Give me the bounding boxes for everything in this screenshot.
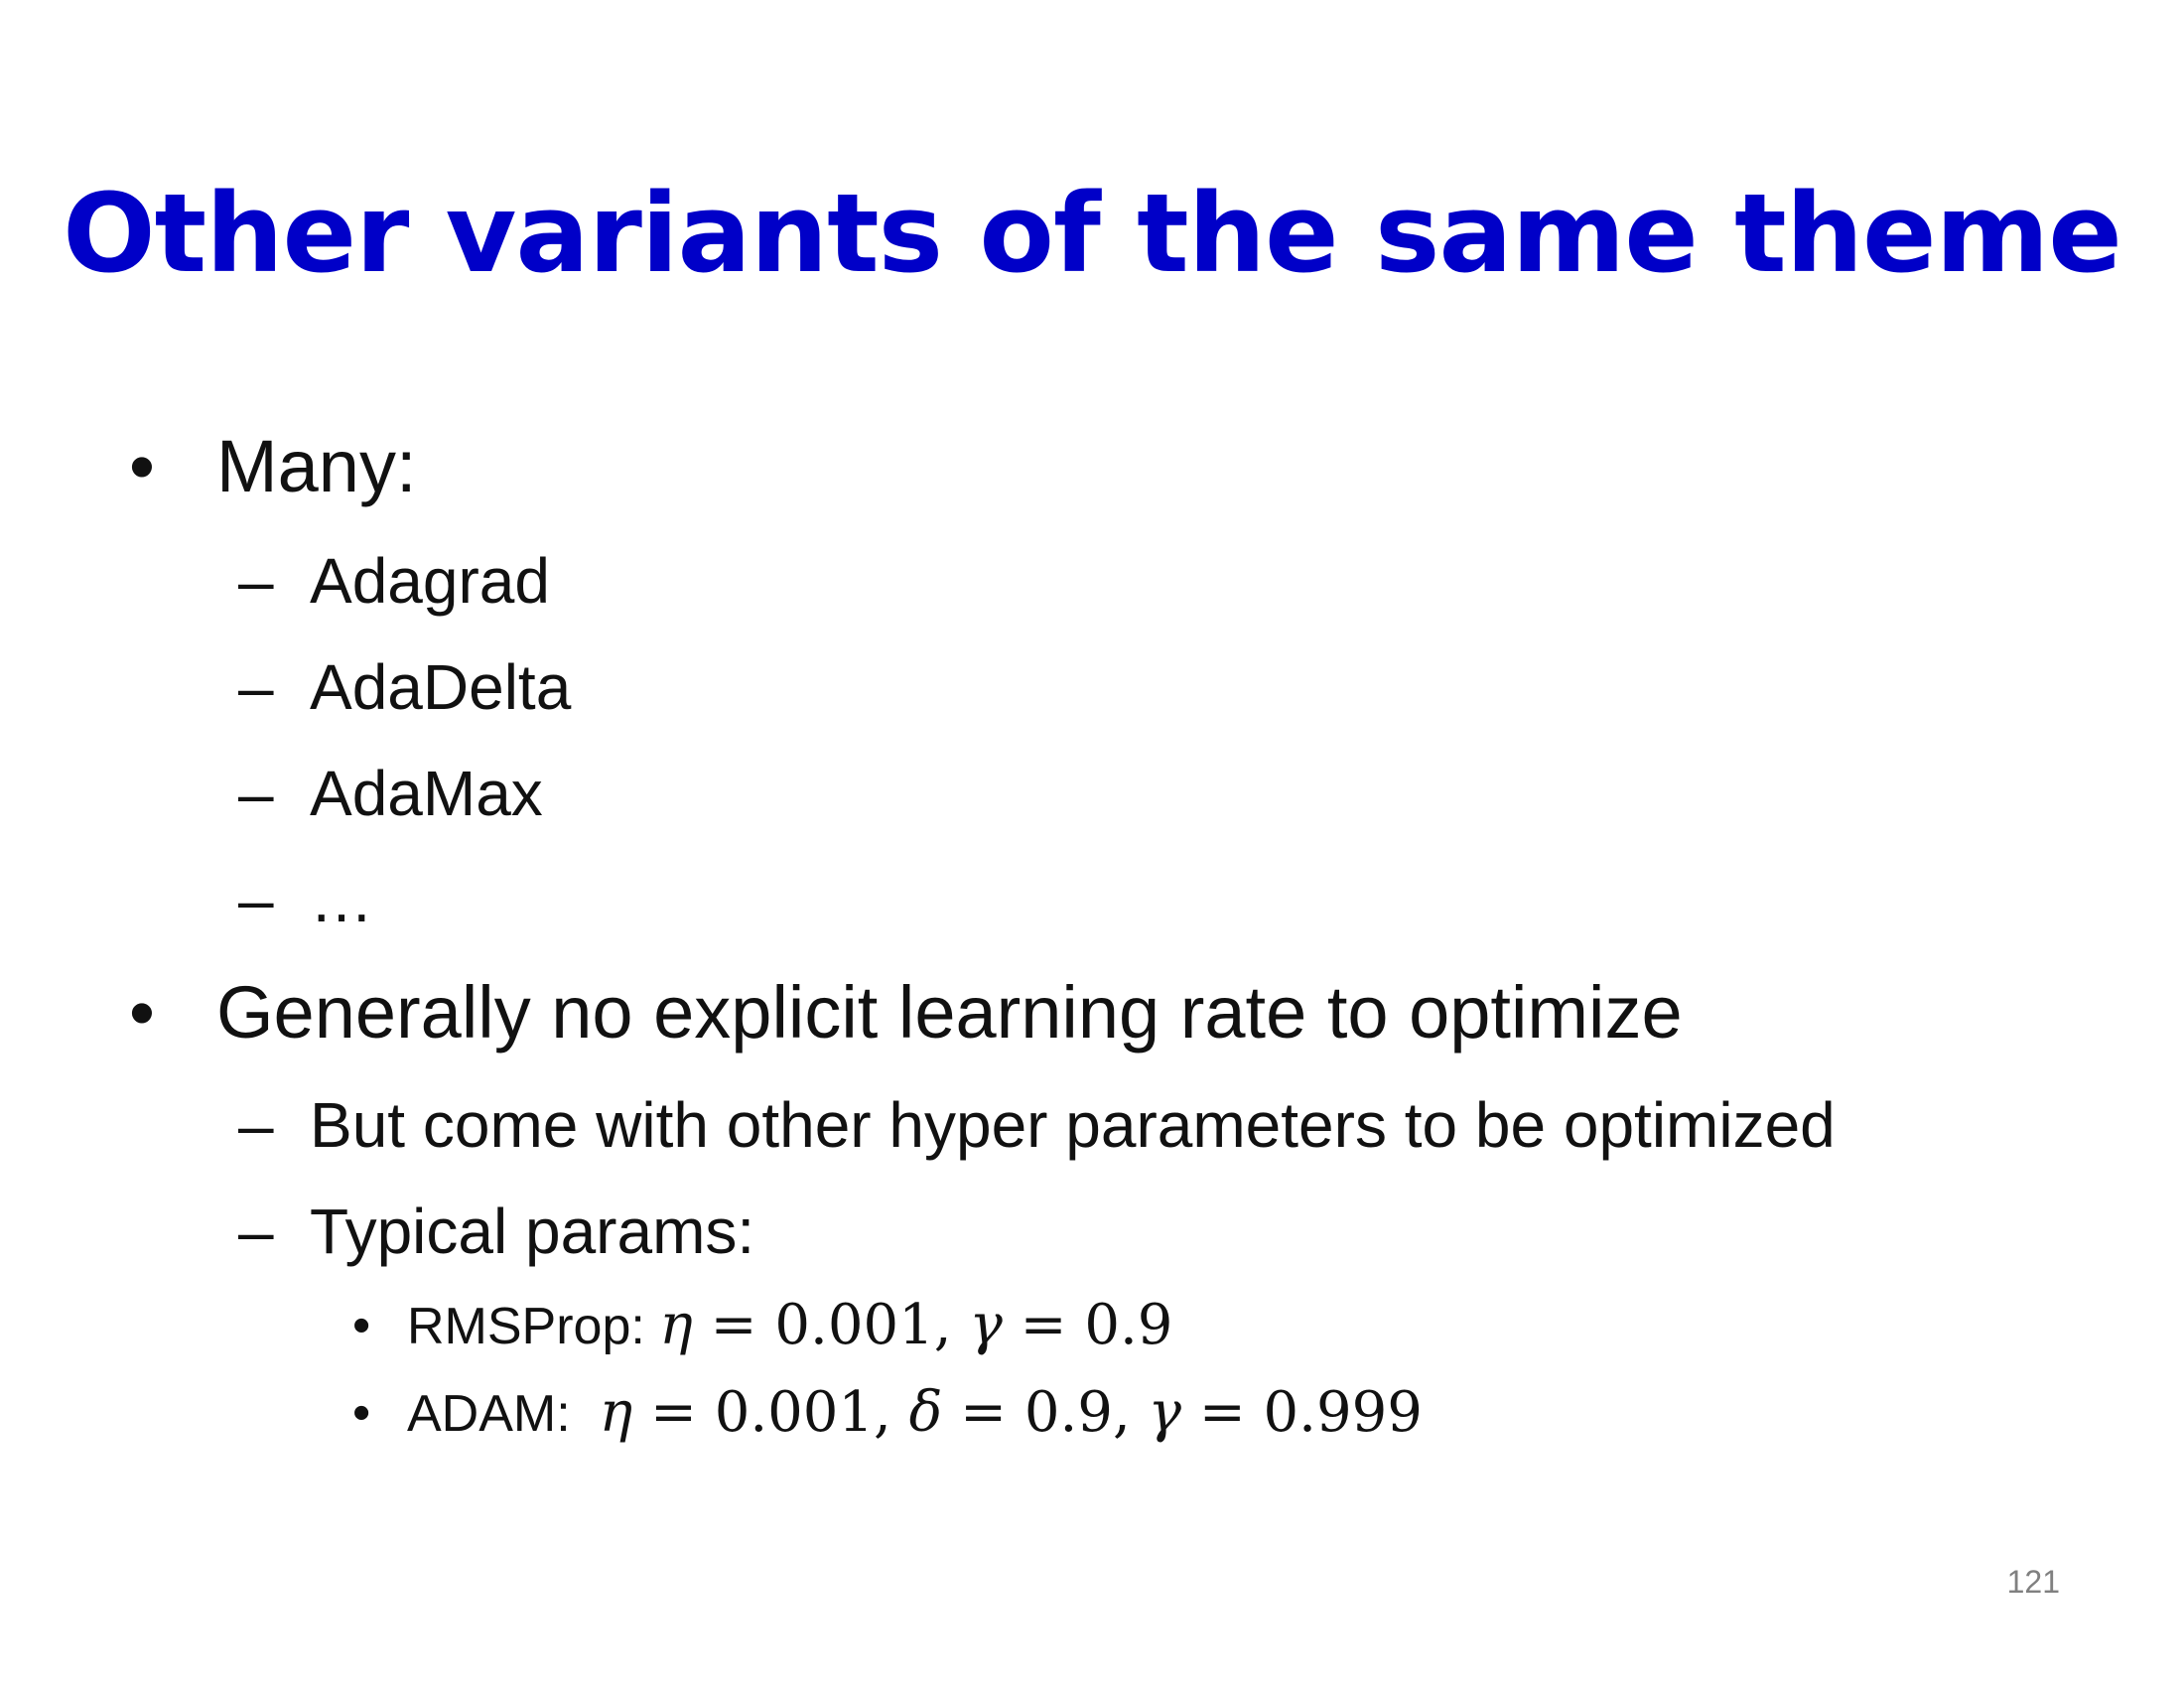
- sub-item-text: But come with other hyper parameters to …: [310, 1089, 1836, 1161]
- bullet-text: Many:: [216, 425, 417, 507]
- dash-marker: –: [238, 545, 274, 617]
- dash-marker: –: [238, 864, 274, 935]
- param-label: RMSProp:: [407, 1298, 645, 1355]
- param-line: ADAM: η = 0.001, δ = 0.9, γ = 0.999: [407, 1378, 1423, 1449]
- dash-marker: –: [238, 758, 274, 829]
- bullet-text: Generally no explicit learning rate to o…: [216, 971, 1683, 1054]
- gamma-value: 0.9: [1084, 1293, 1173, 1357]
- dash-marker: –: [238, 1089, 274, 1161]
- bullet-marker: •: [129, 971, 155, 1054]
- delta-value: 0.9: [1024, 1380, 1113, 1445]
- sub-item-text: Adagrad: [310, 545, 550, 617]
- slide-title: Other variants of the same theme: [63, 170, 2122, 297]
- dash-marker: –: [238, 1196, 274, 1267]
- page-number: 121: [2006, 1564, 2060, 1600]
- sub-item-text: Typical params:: [310, 1196, 755, 1267]
- bullet-marker: •: [129, 425, 155, 507]
- bullet-marker: •: [352, 1384, 371, 1442]
- math-expression: η = 0.001, δ = 0.9, γ = 0.999: [599, 1380, 1423, 1445]
- sub-item-text: …: [310, 864, 373, 935]
- bullet-marker: •: [352, 1297, 371, 1354]
- sub-item-text: AdaMax: [310, 758, 543, 829]
- sub-item-text: AdaDelta: [310, 651, 572, 723]
- gamma-value: 0.999: [1263, 1380, 1423, 1445]
- dash-marker: –: [238, 651, 274, 723]
- eta-value: 0.001: [774, 1293, 934, 1357]
- math-expression: η = 0.001, γ = 0.9: [659, 1293, 1173, 1357]
- param-line: RMSProp: η = 0.001, γ = 0.9: [407, 1291, 1172, 1361]
- eta-value: 0.001: [714, 1380, 875, 1445]
- param-label: ADAM:: [407, 1385, 571, 1443]
